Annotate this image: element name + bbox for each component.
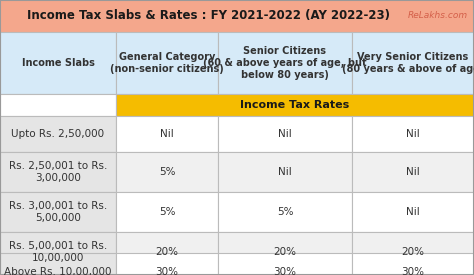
Text: Above Rs. 10,00,000: Above Rs. 10,00,000 (4, 267, 112, 275)
Text: 20%: 20% (401, 247, 425, 257)
Bar (116, 192, 218, 232)
Text: ReLakhs.com: ReLakhs.com (408, 12, 468, 21)
Bar (218, 32, 352, 94)
Bar (352, 253, 474, 275)
Text: Rs. 3,00,001 to Rs.
5,00,000: Rs. 3,00,001 to Rs. 5,00,000 (9, 201, 107, 223)
Text: 30%: 30% (273, 267, 297, 275)
Text: Very Senior Citizens
(80 years & above of age): Very Senior Citizens (80 years & above o… (342, 52, 474, 74)
Text: 20%: 20% (273, 247, 297, 257)
Text: 5%: 5% (277, 207, 293, 217)
Bar (0, 152, 116, 192)
Text: Nil: Nil (406, 167, 420, 177)
Text: Income Tax Rates: Income Tax Rates (240, 100, 350, 110)
Bar (352, 152, 474, 192)
Bar (352, 232, 474, 272)
Text: 5%: 5% (159, 207, 175, 217)
Bar (218, 253, 352, 275)
Text: Nil: Nil (278, 129, 292, 139)
Text: 30%: 30% (155, 267, 179, 275)
Bar (218, 232, 352, 272)
Text: Rs. 5,00,001 to Rs.
10,00,000: Rs. 5,00,001 to Rs. 10,00,000 (9, 241, 107, 263)
Bar (116, 32, 218, 94)
Bar (116, 116, 218, 152)
Bar (116, 152, 218, 192)
Text: General Category
(non-senior citizens): General Category (non-senior citizens) (110, 52, 224, 74)
Bar (0, 232, 116, 272)
Bar (218, 116, 352, 152)
Text: 5%: 5% (159, 167, 175, 177)
Bar (0, 32, 116, 94)
Bar (218, 192, 352, 232)
Text: Nil: Nil (278, 167, 292, 177)
Bar (0, 253, 116, 275)
Bar (0, 0, 474, 32)
Text: Nil: Nil (406, 129, 420, 139)
Text: Income Slabs: Income Slabs (21, 58, 94, 68)
Bar (0, 116, 116, 152)
Text: Income Tax Slabs & Rates : FY 2021-2022 (AY 2022-23): Income Tax Slabs & Rates : FY 2021-2022 … (27, 10, 390, 23)
Bar (0, 192, 116, 232)
Text: Nil: Nil (160, 129, 174, 139)
Bar (352, 116, 474, 152)
Bar (116, 94, 474, 116)
Bar (0, 94, 116, 116)
Text: 20%: 20% (155, 247, 179, 257)
Text: Senior Citizens
(60 & above years of age, but
below 80 years): Senior Citizens (60 & above years of age… (203, 46, 367, 79)
Bar (116, 253, 218, 275)
Text: 30%: 30% (401, 267, 425, 275)
Text: Rs. 2,50,001 to Rs.
3,00,000: Rs. 2,50,001 to Rs. 3,00,000 (9, 161, 107, 183)
Text: Upto Rs. 2,50,000: Upto Rs. 2,50,000 (11, 129, 105, 139)
Bar (218, 152, 352, 192)
Bar (352, 32, 474, 94)
Bar (116, 232, 218, 272)
Bar (352, 192, 474, 232)
Text: Nil: Nil (406, 207, 420, 217)
